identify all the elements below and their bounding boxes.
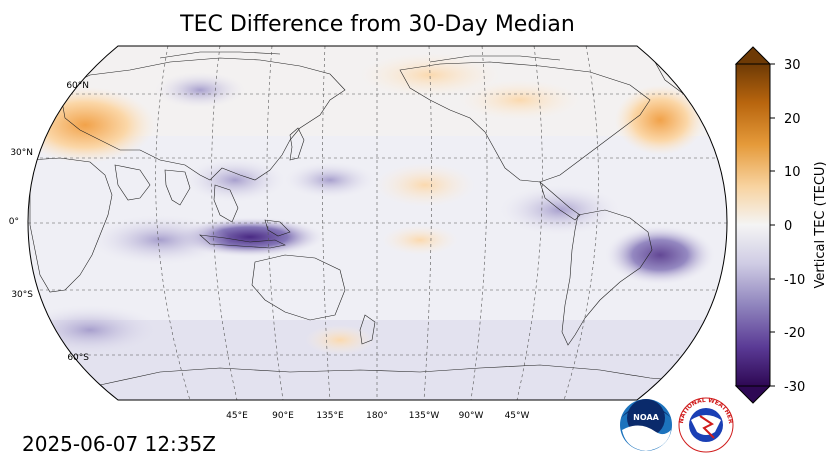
lon-label-135e: 135°E: [316, 411, 344, 421]
graticule: [28, 46, 727, 400]
lat-label-30n: 30°N: [10, 148, 33, 158]
tec-positive-patch: [615, 85, 705, 155]
tec-negative-patch: [185, 158, 285, 202]
colorbar-tick-neg30: -30: [784, 380, 805, 395]
colorbar-tick-10: 10: [784, 165, 801, 180]
colorbar-tick-0: 0: [784, 219, 792, 234]
colorbar-top-extend: [734, 46, 772, 65]
lat-label-60s: 60°S: [67, 353, 89, 363]
lon-label-180: 180°: [366, 411, 388, 421]
tec-positive-patch: [460, 80, 580, 120]
lon-label-135w: 135°W: [409, 411, 440, 421]
tec-positive-patch: [28, 87, 155, 163]
colorbar-tick-neg20: -20: [784, 326, 805, 341]
colorbar-tick-30: 30: [784, 58, 801, 73]
colorbar-bottom-extend: [734, 385, 772, 404]
lon-label-45w: 45°W: [505, 411, 530, 421]
globe-map: [27, 45, 728, 401]
colorbar-tick-neg10: -10: [784, 273, 805, 288]
tec-positive-patch: [360, 53, 500, 97]
colorbar-tick-20: 20: [784, 112, 801, 127]
map-title: TEC Difference from 30-Day Median: [180, 12, 575, 37]
lat-label-60n: 60°N: [66, 81, 89, 91]
tec-negative-patch: [90, 215, 230, 265]
lon-label-90e: 90°E: [272, 411, 294, 421]
lon-label-90w: 90°W: [459, 411, 484, 421]
tec-negative-patch: [155, 72, 245, 108]
colorbar-gradient: [735, 63, 771, 387]
colorbar: 30 20 10 0 -10 -20 -30 Vertical TEC (TEC…: [734, 46, 828, 404]
tec-negative-patch: [28, 305, 160, 355]
lat-label-equator: 0°: [9, 217, 19, 227]
timestamp: 2025-06-07 12:35Z: [22, 432, 216, 456]
colorbar-label: Vertical TEC (TECU): [813, 161, 828, 288]
noaa-logo-text: NOAA: [633, 413, 659, 422]
tec-positive-patch: [305, 325, 375, 355]
tec-positive-patch: [375, 163, 475, 207]
lat-label-30s: 30°S: [11, 290, 33, 300]
lon-label-45e: 45°E: [226, 411, 248, 421]
tec-negative-patch: [605, 225, 715, 285]
noaa-logo: NOAA: [620, 399, 672, 451]
tec-positive-patch: [382, 225, 458, 255]
tec-negative-patch: [285, 162, 375, 198]
